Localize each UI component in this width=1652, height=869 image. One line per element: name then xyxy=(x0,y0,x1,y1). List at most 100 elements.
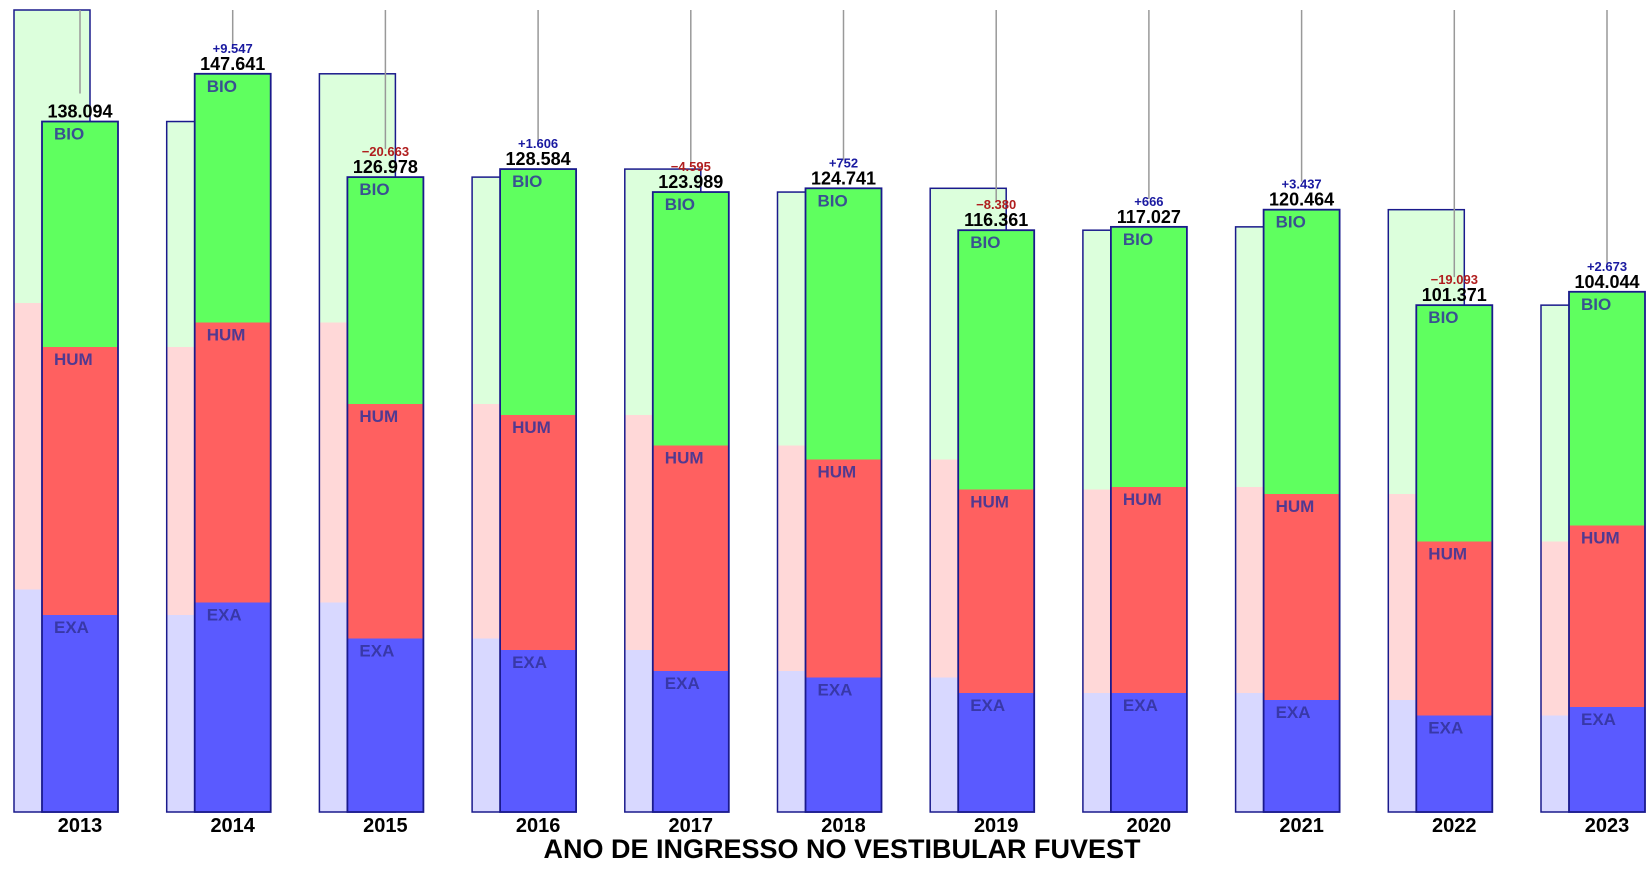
segment-label-hum: HUM xyxy=(1428,545,1467,564)
bar-segment-hum xyxy=(805,459,882,678)
x-tick-label: 2020 xyxy=(1127,815,1172,837)
bar-segment-exa xyxy=(500,650,577,812)
bar-segment-hum xyxy=(347,404,424,639)
current-year-bars xyxy=(41,72,1646,813)
delta-label: −20.663 xyxy=(362,144,409,159)
segment-label-hum: HUM xyxy=(818,463,857,482)
delta-label: −19.093 xyxy=(1431,272,1478,287)
bar-outline xyxy=(957,229,1036,813)
total-label: 117.027 xyxy=(1117,207,1181,227)
total-label: 124.741 xyxy=(811,168,876,188)
bar-segment-exa xyxy=(1263,700,1340,812)
bar-segment-exa xyxy=(347,638,424,812)
x-tick-label: 2019 xyxy=(974,815,1019,837)
bar-segment-hum xyxy=(194,322,271,603)
segment-label-exa: EXA xyxy=(1581,710,1616,729)
x-tick-label: 2022 xyxy=(1432,815,1477,837)
segment-label-exa: EXA xyxy=(665,674,700,693)
delta-label: +666 xyxy=(1134,194,1163,209)
x-tick-labels: 2013 2014 2015 2016 2017 2018 2019 2020 2021 2022… xyxy=(58,815,1630,837)
bar-segment-exa xyxy=(1110,693,1187,812)
bar-segment-hum xyxy=(1416,541,1493,716)
segment-label-hum: HUM xyxy=(359,407,398,426)
bar-outline xyxy=(1262,208,1341,813)
segment-label-hum: HUM xyxy=(54,350,93,369)
bar-segment-bio xyxy=(194,73,271,323)
total-label: 123.989 xyxy=(658,172,723,192)
bar-segment-bio xyxy=(805,188,882,460)
bar-segment-exa xyxy=(1416,715,1493,812)
x-tick-label: 2014 xyxy=(210,815,255,837)
segment-label-bio: BIO xyxy=(970,233,1000,252)
delta-label: +9.547 xyxy=(213,41,253,56)
segment-label-bio: BIO xyxy=(1581,295,1611,314)
bar-outline xyxy=(1110,225,1188,813)
bar-segment-bio xyxy=(347,177,424,404)
segment-label-bio: BIO xyxy=(818,191,848,210)
bar-segment-hum xyxy=(1569,525,1645,707)
delta-label: +1.606 xyxy=(518,136,558,151)
total-label: 128.584 xyxy=(506,149,571,169)
bar-outline xyxy=(651,191,730,813)
bar-outline xyxy=(193,72,272,813)
bar-segment-bio xyxy=(1416,305,1493,542)
x-tick-label: 2018 xyxy=(821,815,866,837)
segment-label-exa: EXA xyxy=(207,606,242,625)
segment-label-exa: EXA xyxy=(1428,719,1463,738)
segment-label-hum: HUM xyxy=(1276,497,1315,516)
total-label: 101.371 xyxy=(1422,285,1487,305)
bar-segment-exa xyxy=(805,677,882,812)
x-tick-label: 2017 xyxy=(669,815,714,837)
bar-segment-bio xyxy=(500,169,577,415)
bar-segment-exa xyxy=(194,602,271,812)
x-axis-title: ANO DE INGRESSO NO VESTIBULAR FUVEST xyxy=(543,834,1141,864)
x-tick-label: 2013 xyxy=(58,815,103,837)
bar-segment-hum xyxy=(1263,494,1340,700)
bar-outline xyxy=(804,187,883,813)
segment-label-exa: EXA xyxy=(1123,696,1158,715)
segment-label-bio: BIO xyxy=(359,180,389,199)
segment-label-hum: HUM xyxy=(1123,490,1162,509)
bar-segment-exa xyxy=(958,693,1035,812)
segment-label-exa: EXA xyxy=(54,618,89,637)
segment-label-exa: EXA xyxy=(512,653,547,672)
total-label: 104.044 xyxy=(1574,272,1639,292)
total-label: 126.978 xyxy=(353,157,418,177)
segment-label-bio: BIO xyxy=(1276,213,1306,232)
segment-label-hum: HUM xyxy=(512,418,551,437)
bar-outline xyxy=(346,176,425,813)
bar-segment-hum xyxy=(500,415,577,650)
bar-segment-hum xyxy=(958,489,1035,693)
total-label: 147.641 xyxy=(200,54,265,74)
segment-label-hum: HUM xyxy=(970,493,1009,512)
bar-segment-exa xyxy=(652,671,729,812)
bar-segment-bio xyxy=(1263,209,1340,494)
bar-outline xyxy=(1568,290,1646,813)
segment-label-exa: EXA xyxy=(970,696,1005,715)
bar-outline xyxy=(41,120,119,813)
segment-label-bio: BIO xyxy=(665,195,695,214)
value-labels: EXA HUM BIO 138.094 EXA HUM BIO 147.641+9.547 EX… xyxy=(47,41,1639,738)
delta-label: −4.595 xyxy=(671,159,711,174)
bar-segment-hum xyxy=(42,347,118,615)
segment-label-hum: HUM xyxy=(207,326,246,345)
bar-segment-hum xyxy=(1110,487,1187,693)
segment-label-exa: EXA xyxy=(1276,703,1311,722)
delta-label: +2.673 xyxy=(1587,259,1627,274)
segment-label-bio: BIO xyxy=(512,172,542,191)
bar-segment-bio xyxy=(652,192,729,446)
segment-label-bio: BIO xyxy=(1123,230,1153,249)
x-tick-label: 2016 xyxy=(516,815,561,837)
delta-label: +3.437 xyxy=(1282,177,1322,192)
bar-segment-bio xyxy=(42,121,118,347)
total-label: 138.094 xyxy=(47,102,112,122)
connector-lines xyxy=(79,10,1608,278)
delta-label: −8.380 xyxy=(976,197,1016,212)
bar-segment-hum xyxy=(652,445,729,671)
bar-segment-bio xyxy=(1569,291,1645,526)
segment-label-hum: HUM xyxy=(1581,529,1620,548)
segment-label-bio: BIO xyxy=(207,77,237,96)
total-label: 116.361 xyxy=(964,210,1028,230)
bar-segment-bio xyxy=(958,230,1035,490)
